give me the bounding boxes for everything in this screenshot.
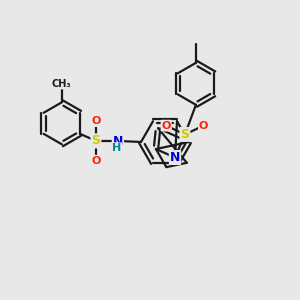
Text: O: O bbox=[91, 116, 101, 126]
Text: O: O bbox=[199, 121, 208, 130]
Text: H: H bbox=[112, 143, 122, 153]
Text: N: N bbox=[170, 151, 180, 164]
Text: S: S bbox=[180, 128, 189, 141]
Text: S: S bbox=[92, 134, 100, 147]
Text: O: O bbox=[161, 121, 171, 130]
Text: N: N bbox=[113, 135, 123, 148]
Text: O: O bbox=[91, 156, 101, 166]
Text: CH₃: CH₃ bbox=[52, 79, 72, 88]
